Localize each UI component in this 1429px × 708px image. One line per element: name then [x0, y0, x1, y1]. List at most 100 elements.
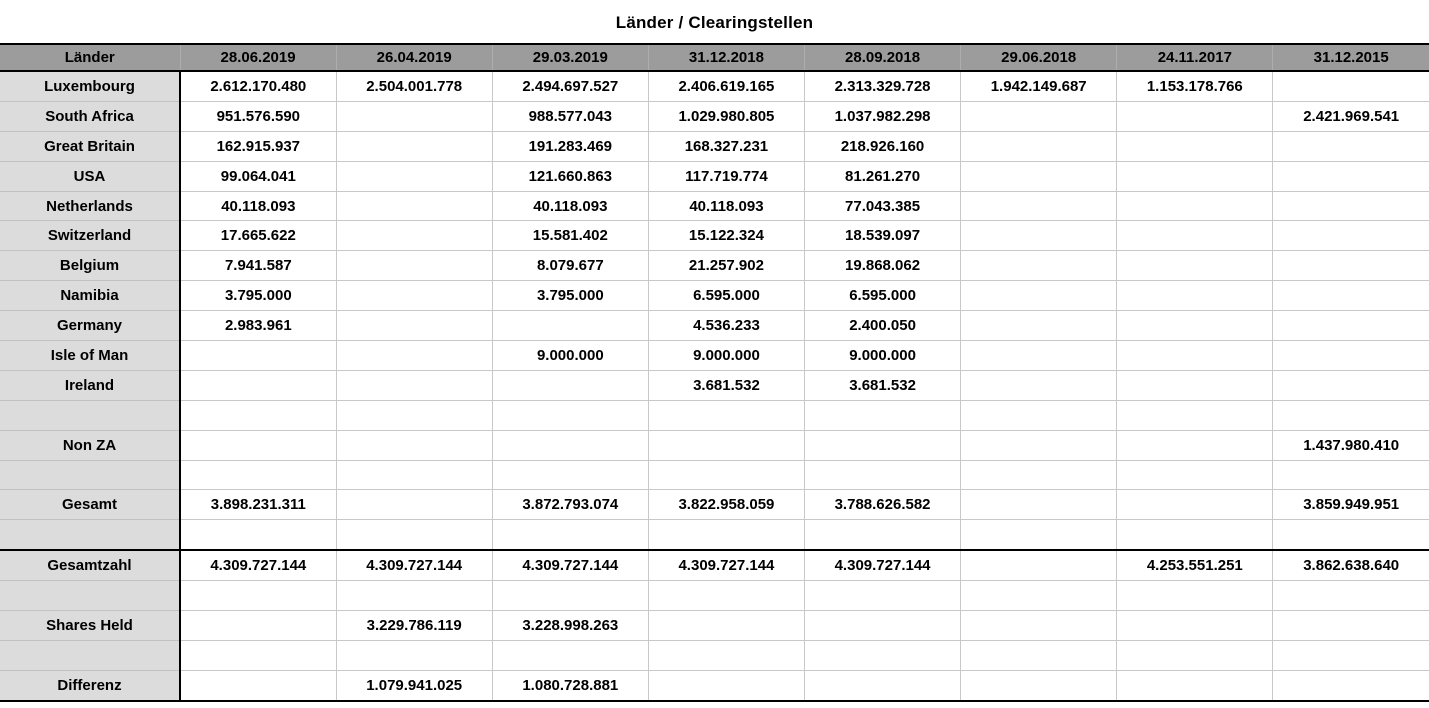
- value-cell: 162.915.937: [180, 131, 337, 162]
- value-cell: 40.118.093: [648, 191, 806, 222]
- value-cell: [960, 191, 1118, 222]
- row-label: Belgium: [0, 250, 181, 282]
- value-cell: 3.788.626.582: [804, 489, 962, 521]
- value-cell: [648, 400, 806, 431]
- value-cell: [336, 580, 493, 612]
- value-cell: 1.029.980.805: [648, 101, 806, 132]
- value-cell: 2.313.329.728: [804, 71, 962, 102]
- column-header-laender: Länder: [0, 43, 181, 72]
- table-row: Isle of Man 9.000.000 9.000.000 9.000.000: [0, 340, 1429, 371]
- value-cell: 3.795.000: [180, 280, 337, 312]
- value-cell: 121.660.863: [492, 161, 649, 192]
- value-cell: [1116, 280, 1274, 312]
- row-label: Differenz: [0, 670, 181, 702]
- header-row: Länder 28.06.2019 26.04.2019 29.03.2019 31.1…: [0, 43, 1429, 72]
- value-cell: [180, 400, 337, 431]
- value-cell: [336, 280, 493, 312]
- table-row: Netherlands 40.118.093 40.118.093 40.118.09…: [0, 191, 1429, 222]
- value-cell: [648, 580, 806, 612]
- value-cell: [1272, 640, 1429, 671]
- value-cell: [960, 489, 1118, 521]
- table-row: Non ZA 1.437.980.410: [0, 430, 1429, 461]
- value-cell: [492, 310, 649, 342]
- value-cell: [180, 519, 337, 551]
- value-cell: [1272, 610, 1429, 641]
- value-cell: [336, 640, 493, 671]
- column-header-date: 28.06.2019: [180, 43, 337, 72]
- value-cell: 951.576.590: [180, 101, 337, 132]
- table-row: Luxembourg 2.612.170.480 2.504.001.778 2.49…: [0, 71, 1429, 102]
- value-cell: [336, 519, 493, 551]
- value-cell: 1.037.982.298: [804, 101, 962, 132]
- value-cell: 1.942.149.687: [960, 71, 1118, 102]
- value-cell: 6.595.000: [648, 280, 806, 312]
- value-cell: 9.000.000: [648, 340, 806, 371]
- value-cell: [492, 400, 649, 431]
- column-header-date: 29.06.2018: [960, 43, 1118, 72]
- column-header-date: 31.12.2015: [1272, 43, 1429, 72]
- value-cell: [648, 610, 806, 641]
- value-cell: [492, 370, 649, 401]
- value-cell: [180, 430, 337, 461]
- value-cell: 77.043.385: [804, 191, 962, 222]
- value-cell: [960, 131, 1118, 162]
- value-cell: 15.581.402: [492, 220, 649, 252]
- value-cell: [960, 549, 1118, 582]
- table-row: Ireland 3.681.532 3.681.532: [0, 370, 1429, 401]
- table-row: Shares Held 3.229.786.119 3.228.998.263: [0, 610, 1429, 641]
- value-cell: [804, 610, 962, 641]
- value-cell: [1272, 131, 1429, 162]
- value-cell: 19.868.062: [804, 250, 962, 282]
- value-cell: 191.283.469: [492, 131, 649, 162]
- value-cell: [1272, 71, 1429, 102]
- row-label: [0, 400, 181, 431]
- value-cell: 3.859.949.951: [1272, 489, 1429, 521]
- value-cell: [1116, 101, 1274, 132]
- value-cell: [804, 460, 962, 491]
- row-label: Netherlands: [0, 191, 181, 222]
- value-cell: [1116, 340, 1274, 371]
- value-cell: [336, 191, 493, 222]
- value-cell: [960, 519, 1118, 551]
- value-cell: 1.079.941.025: [336, 670, 493, 702]
- row-label: [0, 640, 181, 671]
- value-cell: [180, 370, 337, 401]
- value-cell: 6.595.000: [804, 280, 962, 312]
- value-cell: [1116, 640, 1274, 671]
- value-cell: [336, 250, 493, 282]
- value-cell: [1116, 460, 1274, 491]
- value-cell: [1116, 670, 1274, 702]
- value-cell: 3.822.958.059: [648, 489, 806, 521]
- value-cell: [804, 670, 962, 702]
- value-cell: 81.261.270: [804, 161, 962, 192]
- value-cell: [1116, 400, 1274, 431]
- value-cell: [960, 101, 1118, 132]
- value-cell: [960, 220, 1118, 252]
- value-cell: [960, 640, 1118, 671]
- table-row: Switzerland 17.665.622 15.581.402 15.122.32…: [0, 220, 1429, 252]
- value-cell: 99.064.041: [180, 161, 337, 192]
- value-cell: 4.309.727.144: [648, 549, 806, 582]
- value-cell: [180, 580, 337, 612]
- value-cell: [336, 400, 493, 431]
- value-cell: 4.309.727.144: [492, 549, 649, 582]
- value-cell: [1116, 250, 1274, 282]
- value-cell: 4.309.727.144: [336, 549, 493, 582]
- row-label: South Africa: [0, 101, 181, 132]
- value-cell: 1.080.728.881: [492, 670, 649, 702]
- value-cell: [336, 370, 493, 401]
- table-row: South Africa 951.576.590 988.577.043 1.029.…: [0, 101, 1429, 132]
- value-cell: [1272, 400, 1429, 431]
- value-cell: 15.122.324: [648, 220, 806, 252]
- row-label: Non ZA: [0, 430, 181, 461]
- row-label: Ireland: [0, 370, 181, 401]
- value-cell: [1272, 280, 1429, 312]
- row-label: [0, 460, 181, 491]
- value-cell: [960, 430, 1118, 461]
- table-row: Gesamtzahl 4.309.727.144 4.309.727.144 4.30…: [0, 549, 1429, 582]
- value-cell: 2.504.001.778: [336, 71, 493, 102]
- value-cell: 3.795.000: [492, 280, 649, 312]
- table-row: [0, 400, 1429, 431]
- value-cell: [492, 519, 649, 551]
- value-cell: 17.665.622: [180, 220, 337, 252]
